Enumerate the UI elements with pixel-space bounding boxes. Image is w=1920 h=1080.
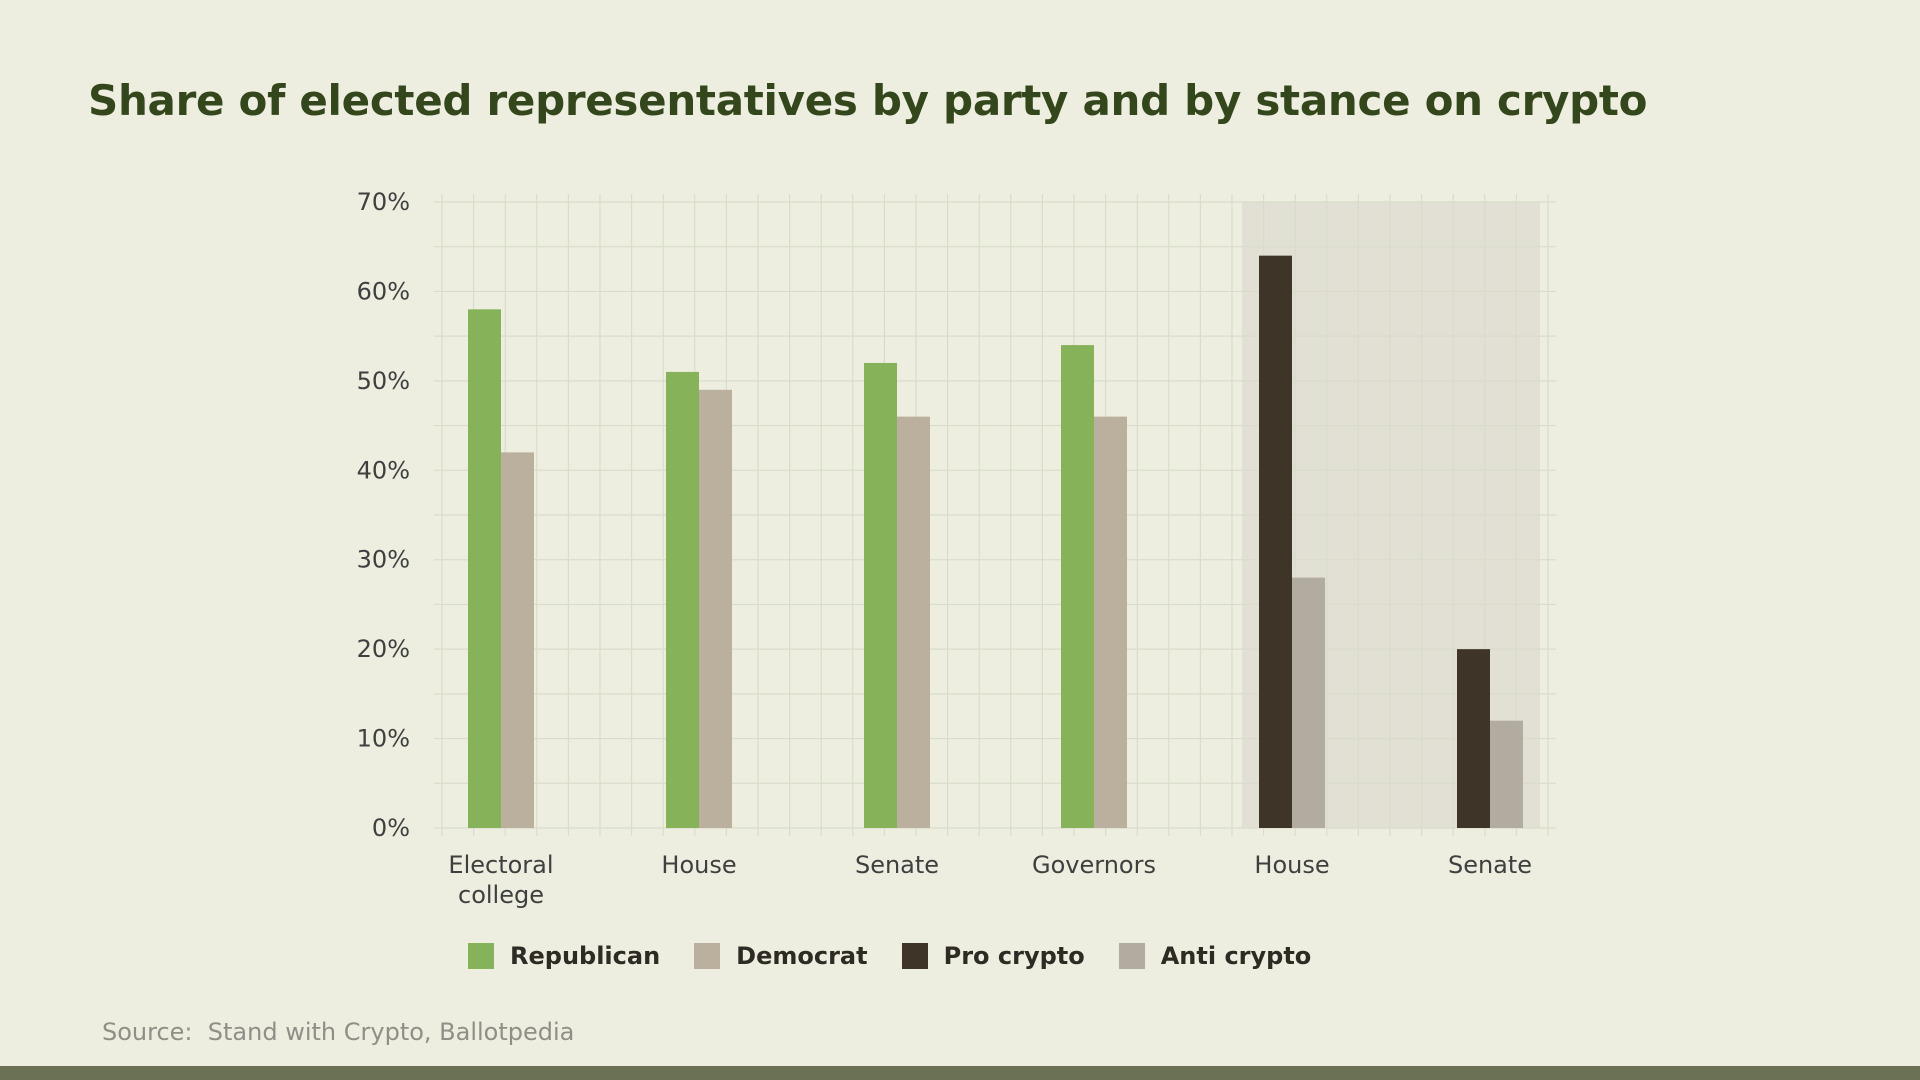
legend-item: Pro crypto (901, 942, 1085, 970)
legend-label: Anti crypto (1160, 942, 1312, 970)
legend-swatch (694, 943, 721, 969)
bar-democrat (1094, 416, 1127, 828)
x-category-label: House (661, 851, 736, 879)
bars-layer (468, 255, 1523, 828)
x-category-label: House (1254, 851, 1329, 879)
x-category-label: Governors (1032, 851, 1156, 879)
bar-republican (666, 371, 699, 828)
source-label: Source: (102, 1018, 193, 1046)
x-category-label: Senate (1448, 851, 1532, 879)
legend-item: Republican (468, 942, 660, 970)
grid-layer (434, 194, 1556, 836)
y-tick-label: 40% (357, 456, 410, 484)
y-tick-label: 70% (357, 188, 410, 216)
bar-anti-crypto (1292, 577, 1325, 828)
chart-title: Share of elected representatives by part… (88, 76, 1648, 125)
legend: Republican Democrat Pro crypto Anti crypto (468, 942, 1345, 970)
bar-republican (468, 309, 501, 828)
y-tick-label: 30% (357, 546, 410, 574)
y-tick-label: 0% (372, 814, 410, 842)
source-note: Source: Stand with Crypto, Ballotpedia (102, 1018, 574, 1046)
legend-label: Pro crypto (943, 942, 1085, 970)
legend-swatch (468, 943, 494, 969)
y-axis-ticks: 0% 10% 20% 30% 40% 50% 60% 70% (357, 188, 410, 842)
bar-pro-crypto (1259, 255, 1292, 828)
y-tick-label: 60% (357, 277, 410, 305)
bar-pro-crypto (1457, 649, 1490, 828)
bar-republican (864, 362, 897, 828)
legend-item: Democrat (694, 942, 868, 970)
y-tick-label: 10% (357, 725, 410, 753)
x-category-label: Senate (855, 851, 939, 879)
x-category-label: college (458, 881, 544, 909)
legend-swatch (901, 943, 928, 969)
x-category-label: Electoral (448, 851, 553, 879)
legend-label: Democrat (736, 942, 868, 970)
bar-republican (1061, 345, 1094, 828)
bar-anti-crypto (1490, 720, 1523, 828)
source-text: Stand with Crypto, Ballotpedia (207, 1018, 575, 1046)
legend-label: Republican (510, 942, 661, 970)
bar-democrat (897, 416, 930, 828)
y-tick-label: 50% (357, 367, 410, 395)
legend-swatch (1118, 943, 1145, 969)
legend-item: Anti crypto (1118, 942, 1312, 970)
y-tick-label: 20% (357, 635, 410, 663)
bar-democrat (699, 389, 732, 828)
bar-democrat (501, 452, 534, 828)
footer-bar (0, 1066, 1920, 1080)
